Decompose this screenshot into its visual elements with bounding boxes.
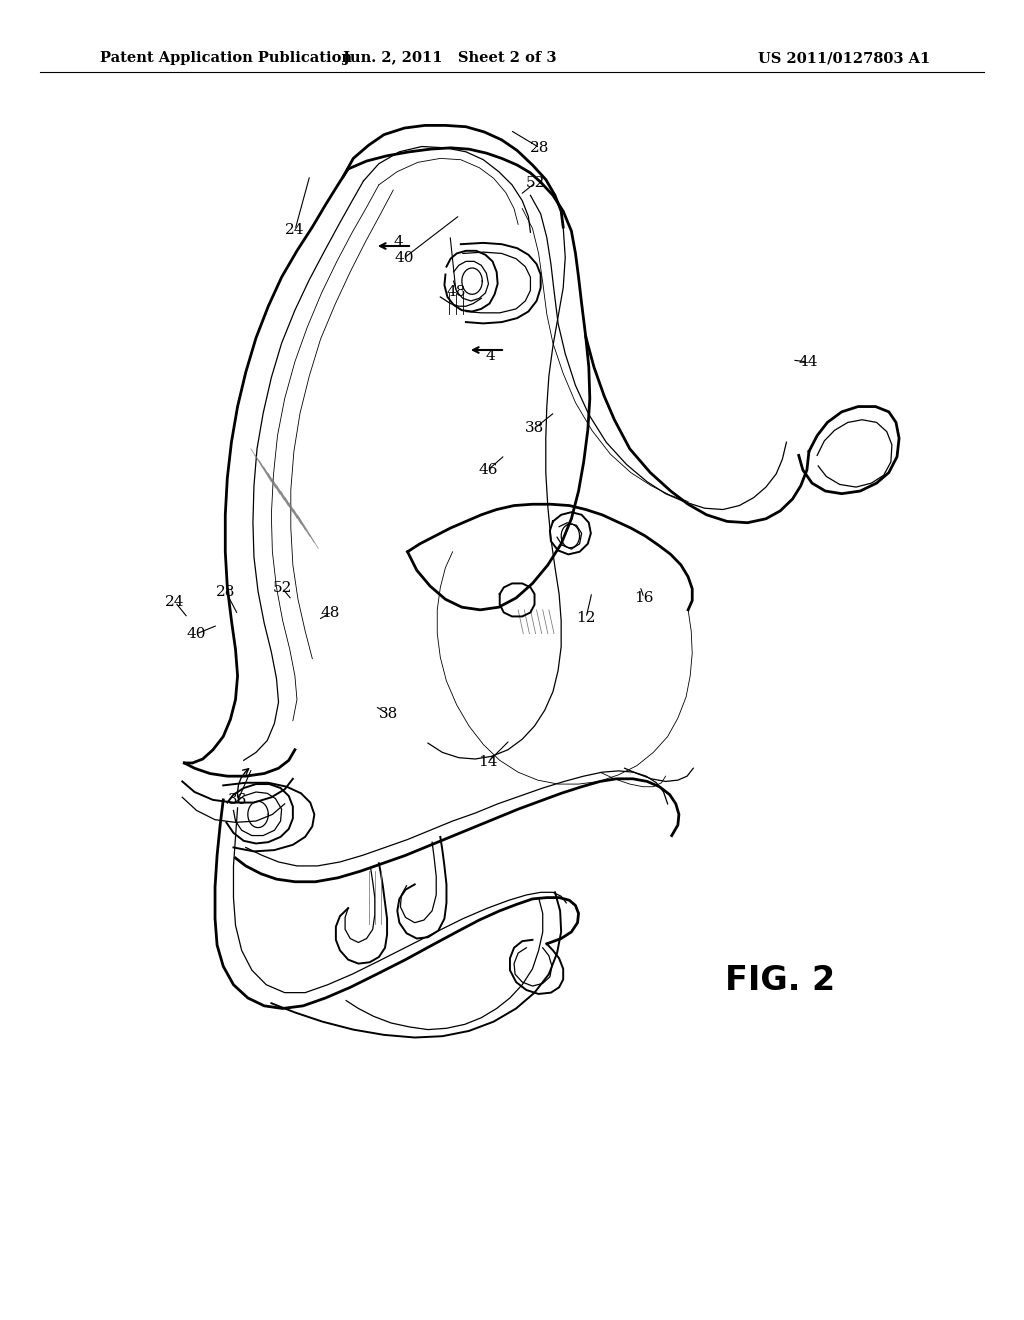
- Text: 40: 40: [186, 627, 206, 642]
- Text: 52: 52: [525, 176, 545, 190]
- Text: 48: 48: [321, 606, 340, 620]
- Text: 28: 28: [216, 585, 236, 599]
- Text: 16: 16: [634, 591, 653, 605]
- Text: 28: 28: [530, 141, 550, 154]
- Text: 40: 40: [394, 251, 414, 265]
- Text: 38: 38: [379, 708, 397, 721]
- Text: 44: 44: [799, 355, 818, 370]
- Text: 4: 4: [393, 235, 402, 249]
- Text: 24: 24: [165, 595, 184, 609]
- Text: US 2011/0127803 A1: US 2011/0127803 A1: [758, 51, 930, 65]
- Text: 38: 38: [525, 421, 545, 436]
- Text: 36: 36: [228, 793, 248, 807]
- Text: 24: 24: [286, 223, 305, 238]
- Text: FIG. 2: FIG. 2: [725, 964, 835, 997]
- Text: 46: 46: [478, 463, 498, 477]
- Text: Jun. 2, 2011   Sheet 2 of 3: Jun. 2, 2011 Sheet 2 of 3: [343, 51, 557, 65]
- Text: 14: 14: [478, 755, 498, 770]
- Text: 52: 52: [272, 581, 292, 595]
- Text: 4: 4: [485, 348, 495, 363]
- Text: 48: 48: [446, 285, 466, 300]
- Text: 12: 12: [577, 611, 596, 624]
- Text: Patent Application Publication: Patent Application Publication: [100, 51, 352, 65]
